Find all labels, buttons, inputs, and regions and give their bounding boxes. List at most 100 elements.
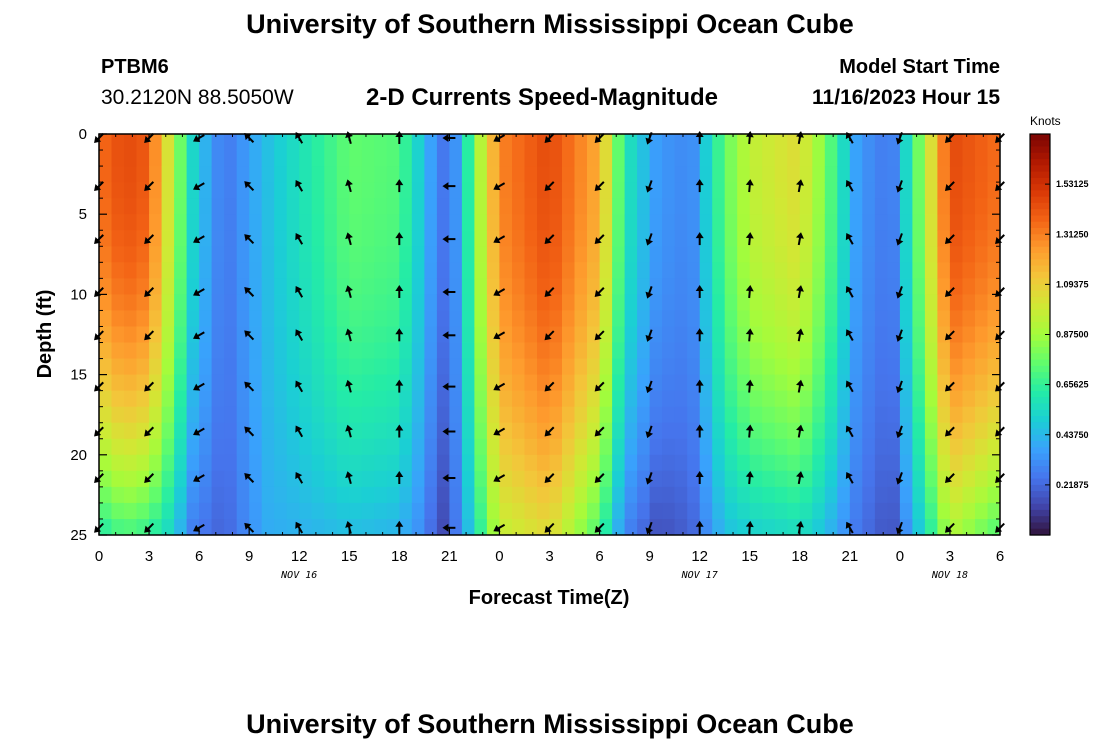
heatmap-cell: [111, 166, 125, 183]
heatmap-cell: [937, 486, 951, 504]
heatmap-cell: [799, 246, 813, 263]
heatmap-cell: [574, 262, 588, 279]
heatmap-cell: [774, 182, 788, 199]
heatmap-cell: [449, 342, 463, 360]
heatmap-cell: [224, 406, 238, 424]
heatmap-cell: [436, 246, 450, 263]
heatmap-cell: [849, 374, 863, 392]
heatmap-cell: [424, 278, 438, 295]
x-tick-label: 6: [996, 548, 1004, 565]
heatmap-cell: [249, 278, 263, 295]
heatmap-cell: [236, 230, 250, 247]
heatmap-cell: [311, 470, 325, 488]
heatmap-cell: [599, 294, 613, 311]
heatmap-cell: [837, 502, 851, 520]
heatmap-cell: [286, 262, 300, 279]
heatmap-cell: [687, 519, 701, 535]
heatmap-cell: [949, 310, 963, 327]
heatmap-cell: [174, 454, 188, 472]
heatmap-cell: [512, 134, 526, 151]
heatmap-cell: [199, 438, 213, 456]
heatmap-cell: [799, 134, 813, 151]
current-arrow: [295, 471, 304, 484]
heatmap-cell: [474, 230, 488, 247]
heatmap-cell: [874, 342, 888, 360]
heatmap-cell: [549, 134, 563, 151]
heatmap-cell: [474, 470, 488, 488]
heatmap-cell: [549, 262, 563, 279]
heatmap-cell: [361, 230, 375, 247]
colorbar-segment: [1030, 190, 1050, 198]
heatmap-cell: [975, 342, 989, 360]
heatmap-cell: [236, 502, 250, 520]
heatmap-cell: [662, 150, 676, 167]
heatmap-cell: [849, 230, 863, 247]
heatmap-cell: [399, 486, 413, 504]
heatmap-cell: [399, 166, 413, 183]
heatmap-cell: [599, 519, 613, 535]
heatmap-cell: [199, 182, 213, 199]
heatmap-cell: [311, 134, 325, 151]
heatmap-cell: [374, 358, 388, 376]
current-arrow: [645, 286, 654, 299]
colorbar-segment: [1030, 202, 1050, 210]
heatmap-cell: [424, 342, 438, 360]
heatmap-cell: [349, 470, 363, 488]
heatmap-cell: [124, 310, 138, 327]
heatmap-cell: [449, 422, 463, 440]
current-arrow: [493, 331, 506, 340]
x-tick-label: 15: [741, 548, 758, 565]
heatmap-cell: [624, 470, 638, 488]
heatmap-cell: [449, 374, 463, 392]
heatmap-cell: [512, 438, 526, 456]
heatmap-cell: [499, 150, 513, 167]
heatmap-cell: [762, 198, 776, 215]
heatmap-cell: [874, 519, 888, 535]
heatmap-cell: [249, 326, 263, 344]
heatmap-cell: [862, 262, 876, 279]
heatmap-cell: [687, 246, 701, 263]
heatmap-cell: [649, 150, 663, 167]
heatmap-cell: [236, 486, 250, 504]
heatmap-cell: [436, 310, 450, 327]
heatmap-cell: [549, 278, 563, 295]
heatmap-cell: [161, 230, 175, 247]
colorbar-segment: [1030, 134, 1050, 141]
heatmap-cell: [787, 262, 801, 279]
heatmap-cell: [486, 134, 500, 151]
heatmap-cell: [949, 246, 963, 263]
heatmap-cell: [624, 182, 638, 199]
heatmap-cell: [887, 438, 901, 456]
heatmap-cell: [912, 342, 926, 360]
heatmap-cell: [574, 166, 588, 183]
heatmap-cell: [474, 134, 488, 151]
heatmap-cell: [449, 166, 463, 183]
heatmap-cell: [186, 166, 200, 183]
heatmap-cell: [612, 326, 626, 344]
current-arrow: [695, 179, 704, 193]
heatmap-cell: [599, 422, 613, 440]
heatmap-cell: [386, 438, 400, 456]
heatmap-cell: [311, 198, 325, 215]
heatmap-cell: [749, 454, 763, 472]
heatmap-cell: [624, 358, 638, 376]
heatmap-cell: [524, 470, 538, 488]
heatmap-cell: [124, 454, 138, 472]
heatmap-cell: [537, 326, 551, 344]
current-arrow: [295, 180, 304, 192]
heatmap-cell: [674, 454, 688, 472]
heatmap-cell: [949, 406, 963, 424]
heatmap-cell: [161, 198, 175, 215]
colorbar-segment: [1030, 347, 1050, 354]
heatmap-cell: [461, 262, 475, 279]
heatmap-cell: [887, 342, 901, 360]
colorbar-tick-label: 0.21875: [1056, 480, 1089, 490]
current-arrow: [345, 285, 353, 299]
current-arrow: [144, 473, 155, 483]
colorbar-segment: [1030, 497, 1050, 505]
heatmap-cell: [574, 390, 588, 408]
heatmap-cell: [624, 454, 638, 472]
heatmap-cell: [299, 150, 313, 167]
heatmap-cell: [549, 486, 563, 504]
heatmap-cell: [349, 406, 363, 424]
